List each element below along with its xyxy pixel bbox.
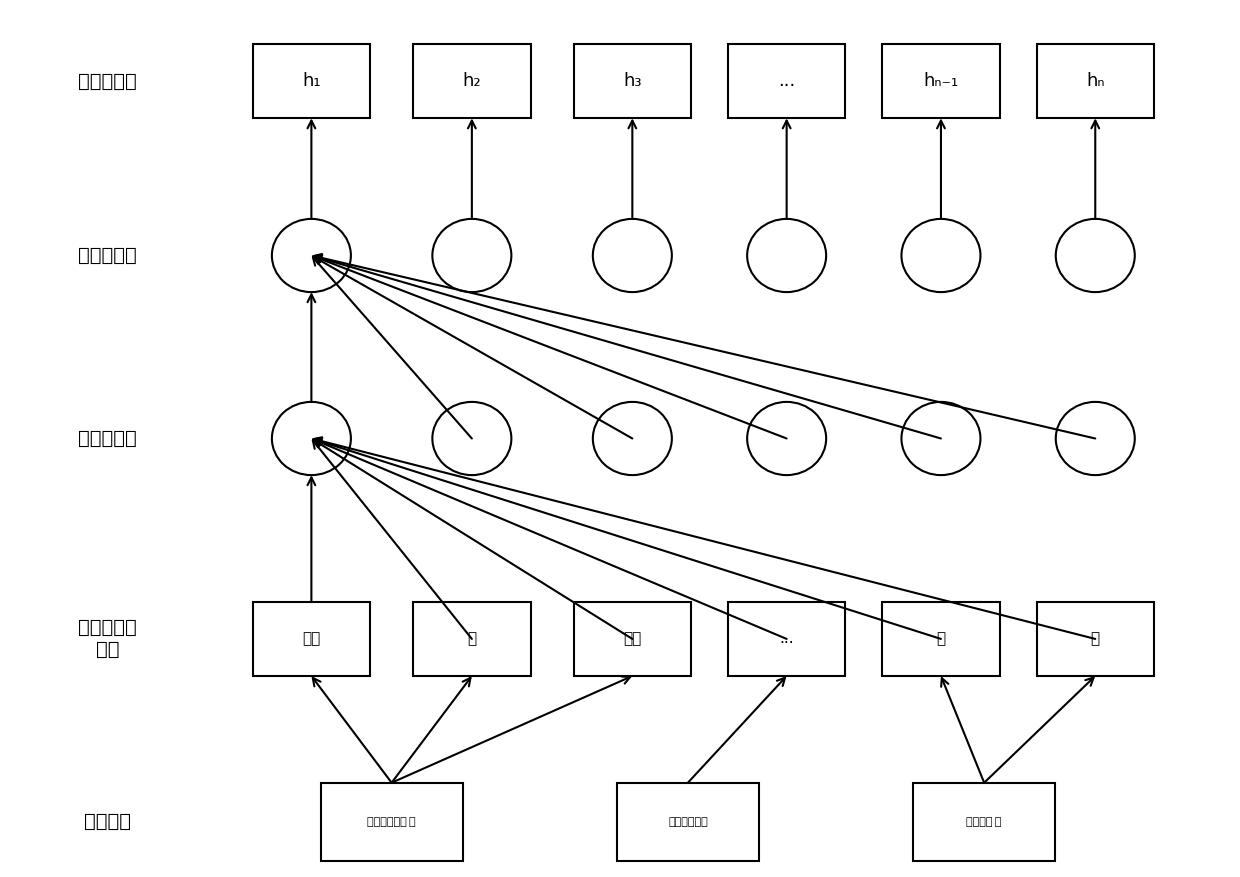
Text: ...: ...	[777, 72, 795, 90]
Text: 自注意力层: 自注意力层	[78, 246, 138, 265]
Text: ᠡᠠᠵᠦᠨᠶ ᠵ: ᠡᠠᠵᠦᠨᠶ ᠵ	[367, 817, 415, 827]
Text: hₙ: hₙ	[1086, 72, 1105, 90]
Text: ...: ...	[779, 631, 794, 646]
FancyBboxPatch shape	[1037, 44, 1154, 118]
Text: ᠈ᠠᠦᠨ ᠵ: ᠈ᠠᠦᠨ ᠵ	[966, 817, 1002, 827]
FancyBboxPatch shape	[413, 44, 531, 118]
Text: ᠡᠨᠨᠦᠨᠬ: ᠡᠨᠨᠦᠨᠬ	[668, 817, 708, 827]
FancyBboxPatch shape	[883, 602, 999, 676]
FancyBboxPatch shape	[1037, 602, 1154, 676]
Text: 自注意力层: 自注意力层	[78, 429, 138, 448]
Text: 蒙语句子: 蒙语句子	[84, 812, 131, 831]
Text: h₁: h₁	[303, 72, 321, 90]
FancyBboxPatch shape	[321, 782, 463, 861]
Text: ᠬ: ᠬ	[467, 631, 476, 646]
Text: ᠁ᙷ: ᠁ᙷ	[303, 631, 320, 646]
FancyBboxPatch shape	[913, 782, 1055, 861]
FancyBboxPatch shape	[574, 44, 691, 118]
Text: 源语言词素
向量: 源语言词素 向量	[78, 618, 138, 660]
Text: ᠨ: ᠨ	[1091, 631, 1100, 646]
FancyBboxPatch shape	[618, 782, 759, 861]
Text: h₃: h₃	[622, 72, 641, 90]
Text: ᠁ᙷ: ᠁ᙷ	[624, 631, 641, 646]
Text: hₙ₋₁: hₙ₋₁	[924, 72, 959, 90]
FancyBboxPatch shape	[253, 602, 370, 676]
Text: 分布式表示: 分布式表示	[78, 72, 138, 90]
FancyBboxPatch shape	[253, 44, 370, 118]
FancyBboxPatch shape	[883, 44, 999, 118]
Text: h₂: h₂	[463, 72, 481, 90]
FancyBboxPatch shape	[728, 44, 846, 118]
FancyBboxPatch shape	[728, 602, 846, 676]
FancyBboxPatch shape	[574, 602, 691, 676]
Text: ᠷ: ᠷ	[936, 631, 946, 646]
FancyBboxPatch shape	[413, 602, 531, 676]
